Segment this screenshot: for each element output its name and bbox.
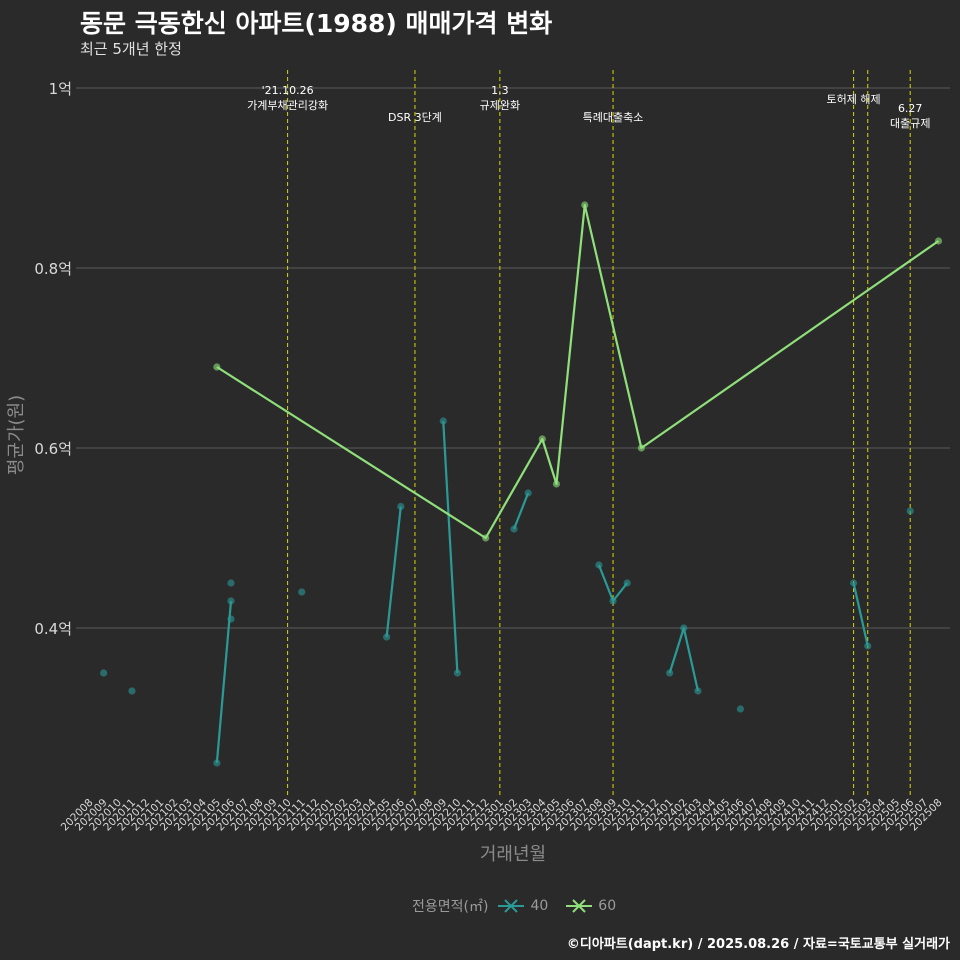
series-40-point	[227, 615, 235, 623]
legend-label-40: 40	[530, 898, 549, 914]
x-axis-title: 거래년월	[480, 844, 546, 865]
series-40-point	[623, 579, 631, 587]
event-label: 대출규제	[890, 117, 930, 130]
series-40-line	[215, 600, 233, 764]
series-40-point	[453, 669, 461, 677]
chart-subtitle: 최근 5개년 한정	[80, 40, 182, 58]
legend-swatch-40	[498, 899, 525, 913]
legend: 전용면적(㎡) 40 60	[412, 896, 624, 916]
legend-label-60: 60	[598, 898, 617, 914]
event-label: 특례대출축소	[583, 111, 644, 124]
series-40-point	[510, 525, 518, 533]
series-60-point	[538, 435, 546, 443]
series-40-point	[227, 597, 235, 605]
chart-title: 동문 극동한신 아파트(1988) 매매가격 변화	[80, 9, 553, 38]
event-label: '21.10.26	[262, 84, 314, 97]
event-label: 토허제 해제	[827, 92, 881, 106]
series-40-point	[439, 417, 447, 425]
source-caption: ©디아파트(dapt.kr) / 2025.08.26 / 자료=국토교통부 실…	[566, 937, 950, 952]
series-60-point	[934, 237, 943, 245]
legend-swatch-60	[566, 899, 593, 913]
y-tick-label: 0.6억	[34, 440, 72, 458]
series-40-point	[298, 588, 306, 596]
series-40-point	[383, 633, 391, 641]
series-40-point	[524, 489, 532, 497]
series-40-line	[668, 626, 700, 692]
series-60-line	[216, 203, 940, 540]
series-40-point	[694, 687, 702, 695]
series-40-line	[852, 582, 869, 647]
series-40-point	[213, 759, 221, 767]
series-40-point	[666, 669, 674, 677]
series-40-point	[864, 642, 872, 650]
series-60-point	[482, 534, 490, 542]
event-label: 가계부채관리강화	[247, 99, 328, 112]
series-60-point	[552, 480, 561, 488]
series-40-line	[512, 492, 530, 530]
y-tick-label: 1억	[49, 80, 72, 98]
series-40-point	[680, 624, 688, 632]
series-40-line	[385, 506, 402, 638]
series-60-point	[637, 444, 645, 452]
legend-title: 전용면적(㎡)	[412, 899, 489, 915]
series-40-point	[906, 507, 914, 515]
series-40-point	[128, 687, 136, 695]
event-label: 규제완화	[480, 99, 520, 112]
series-40-point	[397, 502, 405, 511]
series-40-point	[595, 561, 603, 569]
event-label: DSR 3단계	[388, 111, 442, 124]
series-40-line	[442, 420, 459, 674]
series-40-point	[850, 579, 858, 587]
series-40-point	[227, 579, 235, 587]
y-tick-label: 0.8억	[34, 260, 72, 278]
series-40-point	[736, 705, 745, 713]
y-tick-label: 0.4억	[34, 620, 72, 638]
y-axis-title: 평균가(원)	[6, 395, 27, 475]
event-label: 6.27	[898, 102, 923, 115]
event-label: 1.3	[491, 84, 509, 97]
series-40-point	[609, 597, 617, 605]
series-60-point	[581, 201, 589, 209]
series-40-point	[100, 669, 108, 677]
series-60-point	[213, 363, 221, 371]
